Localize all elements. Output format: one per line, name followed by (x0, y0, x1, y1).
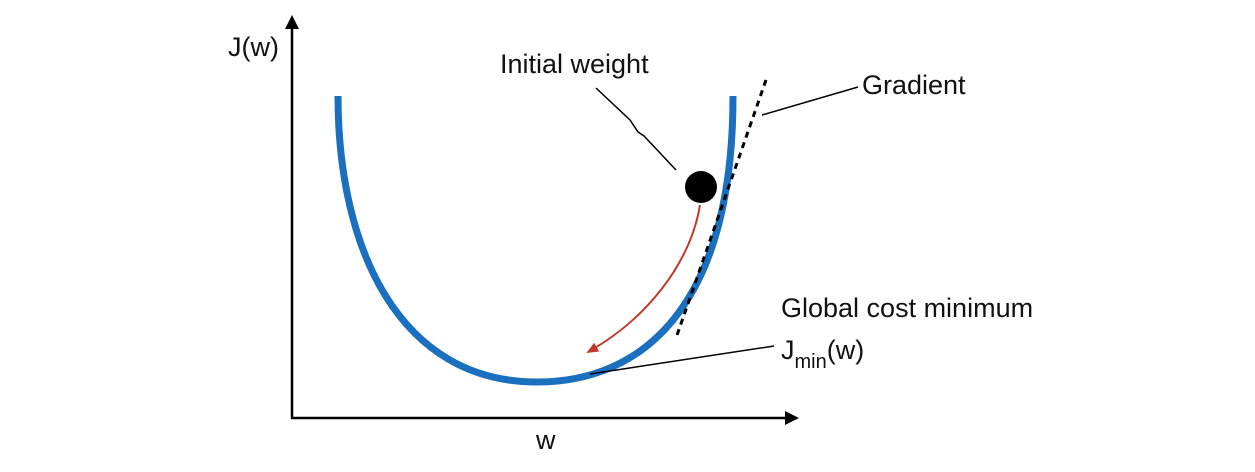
minimum-leader-line (589, 345, 775, 375)
jmin-suffix: (w) (827, 335, 864, 365)
initial-weight-label: Initial weight (500, 49, 649, 79)
jmin-label: Jmin(w) (781, 335, 864, 373)
y-axis-label: J(w) (228, 32, 279, 62)
x-axis-label: w (535, 425, 556, 455)
jmin-base: J (781, 335, 795, 365)
jmin-subscript: min (795, 351, 827, 373)
gradient-leader-line (761, 86, 859, 116)
gradient-label: Gradient (862, 70, 966, 100)
global-cost-minimum-label: Global cost minimum (781, 293, 1033, 323)
initial-weight-point (685, 171, 717, 203)
gradient-tangent-line (674, 79, 768, 339)
descent-arrow (586, 204, 701, 353)
cost-curve (334, 95, 737, 386)
initial-weight-leader-line (595, 87, 677, 171)
